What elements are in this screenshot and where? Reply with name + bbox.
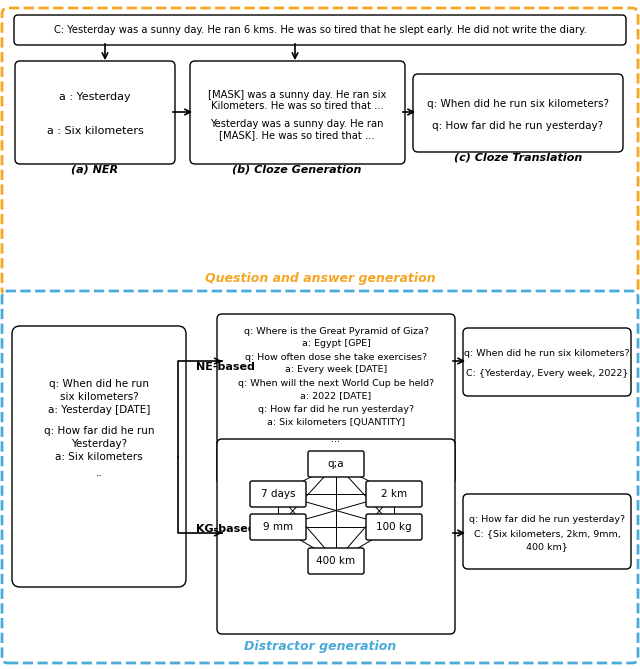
Text: C: {Yesterday, Every week, 2022}: C: {Yesterday, Every week, 2022} xyxy=(466,369,628,377)
FancyBboxPatch shape xyxy=(250,481,306,507)
FancyBboxPatch shape xyxy=(15,61,175,164)
Text: q: When did he run: q: When did he run xyxy=(49,379,149,389)
FancyBboxPatch shape xyxy=(308,548,364,574)
Text: 7 days: 7 days xyxy=(260,489,295,499)
Text: Kilometers. He was so tired that ...: Kilometers. He was so tired that ... xyxy=(211,101,383,111)
FancyBboxPatch shape xyxy=(463,328,631,396)
Text: 400 km: 400 km xyxy=(316,556,356,566)
Text: 9 mm: 9 mm xyxy=(263,522,293,532)
Text: Yesterday was a sunny day. He ran: Yesterday was a sunny day. He ran xyxy=(211,119,384,129)
FancyBboxPatch shape xyxy=(413,74,623,152)
Text: q: Where is the Great Pyramid of Giza?: q: Where is the Great Pyramid of Giza? xyxy=(243,326,429,335)
Text: 100 kg: 100 kg xyxy=(376,522,412,532)
Text: 2 km: 2 km xyxy=(381,489,407,499)
Text: (a) NER: (a) NER xyxy=(72,165,118,175)
Text: q: When did he run six kilometers?: q: When did he run six kilometers? xyxy=(427,99,609,109)
FancyBboxPatch shape xyxy=(2,8,638,295)
Text: (c) Cloze Translation: (c) Cloze Translation xyxy=(454,153,582,163)
FancyBboxPatch shape xyxy=(217,314,455,484)
FancyBboxPatch shape xyxy=(217,439,455,634)
FancyBboxPatch shape xyxy=(250,514,306,540)
Text: Yesterday?: Yesterday? xyxy=(71,439,127,449)
Text: a: Six kilometers [QUANTITY]: a: Six kilometers [QUANTITY] xyxy=(267,417,405,427)
Text: ...: ... xyxy=(332,434,340,444)
Text: a : Six kilometers: a : Six kilometers xyxy=(47,126,143,136)
Text: Question and answer generation: Question and answer generation xyxy=(205,272,435,285)
Text: a: Every week [DATE]: a: Every week [DATE] xyxy=(285,365,387,375)
Text: ..: .. xyxy=(95,468,102,478)
Text: [MASK] was a sunny day. He ran six: [MASK] was a sunny day. He ran six xyxy=(208,90,386,100)
FancyBboxPatch shape xyxy=(308,451,364,477)
Text: KG-based: KG-based xyxy=(196,524,255,534)
Text: a: Yesterday [DATE]: a: Yesterday [DATE] xyxy=(48,405,150,415)
FancyBboxPatch shape xyxy=(14,15,626,45)
Text: q: How far did he run yesterday?: q: How far did he run yesterday? xyxy=(469,514,625,524)
Text: C: {Six kilometers, 2km, 9mm,: C: {Six kilometers, 2km, 9mm, xyxy=(474,529,620,539)
Text: six kilometers?: six kilometers? xyxy=(60,392,138,402)
FancyBboxPatch shape xyxy=(2,291,638,663)
Text: a: Six kilometers: a: Six kilometers xyxy=(55,452,143,462)
Text: q: When will the next World Cup be held?: q: When will the next World Cup be held? xyxy=(238,379,434,387)
Text: q: How far did he run yesterday?: q: How far did he run yesterday? xyxy=(433,121,604,131)
Text: q: How far did he run: q: How far did he run xyxy=(44,426,154,436)
Text: a: 2022 [DATE]: a: 2022 [DATE] xyxy=(300,391,372,401)
Text: q: When did he run six kilometers?: q: When did he run six kilometers? xyxy=(464,349,630,359)
FancyBboxPatch shape xyxy=(463,494,631,569)
FancyBboxPatch shape xyxy=(366,481,422,507)
FancyBboxPatch shape xyxy=(366,514,422,540)
Text: a: Egypt [GPE]: a: Egypt [GPE] xyxy=(301,339,371,349)
Text: a : Yesterday: a : Yesterday xyxy=(59,92,131,102)
Text: q: How far did he run yesterday?: q: How far did he run yesterday? xyxy=(258,405,414,413)
Text: C: Yesterday was a sunny day. He ran 6 kms. He was so tired that he slept early.: C: Yesterday was a sunny day. He ran 6 k… xyxy=(54,25,586,35)
Text: q;a: q;a xyxy=(328,459,344,469)
Text: [MASK]. He was so tired that ...: [MASK]. He was so tired that ... xyxy=(219,130,375,140)
Text: q: How often dose she take exercises?: q: How often dose she take exercises? xyxy=(245,353,427,361)
FancyBboxPatch shape xyxy=(12,326,186,587)
Text: 400 km}: 400 km} xyxy=(526,543,568,551)
Text: NE-based: NE-based xyxy=(196,362,255,372)
FancyBboxPatch shape xyxy=(190,61,405,164)
Text: Distractor generation: Distractor generation xyxy=(244,640,396,653)
Text: (b) Cloze Generation: (b) Cloze Generation xyxy=(232,165,362,175)
